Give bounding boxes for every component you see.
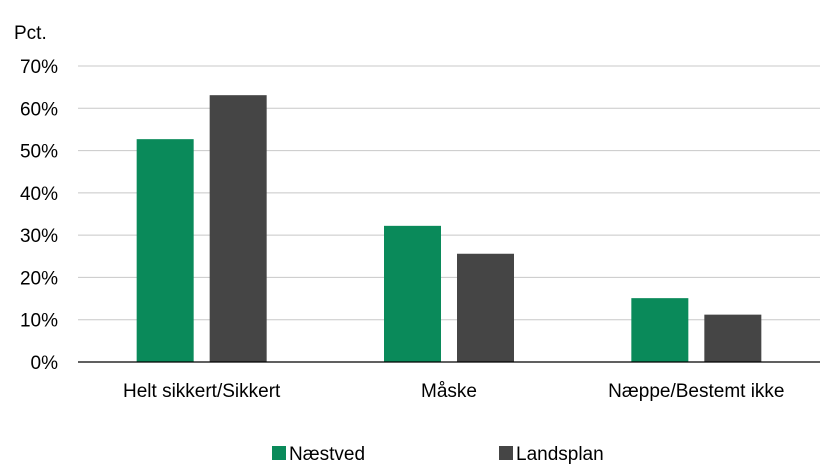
- y-tick-label: 40%: [20, 184, 58, 205]
- y-tick-label: 30%: [20, 226, 58, 247]
- y-tick-label: 50%: [20, 142, 58, 163]
- x-tick-label: Helt sikkert/Sikkert: [123, 381, 281, 402]
- y-tick-label: 10%: [20, 311, 58, 332]
- y-tick-label: 70%: [20, 57, 58, 78]
- bar-næstved-2: [631, 298, 689, 362]
- x-tick-labels: Helt sikkert/Sikkert Måske Næppe/Bestemt i…: [123, 381, 785, 402]
- y-axis-label: Pct.: [14, 23, 47, 44]
- x-tick-label: Næppe/Bestemt ikke: [608, 381, 784, 402]
- legend-label-næstved: Næstved: [289, 444, 365, 465]
- y-tick-label: 60%: [20, 99, 58, 120]
- legend: Næstved Landsplan: [272, 444, 604, 465]
- y-tick-label: 20%: [20, 268, 58, 289]
- bar-næstved-0: [136, 139, 194, 362]
- bar-næstved-1: [384, 225, 441, 362]
- legend-swatch-næstved: [272, 446, 286, 460]
- bar-landsplan-1: [457, 253, 514, 362]
- bar-landsplan-2: [704, 314, 762, 362]
- legend-swatch-landsplan: [499, 446, 513, 460]
- y-tick-labels: 0% 10% 20% 30% 40% 50% 60% 70%: [20, 57, 58, 374]
- bars: [136, 95, 762, 363]
- x-tick-label: Måske: [421, 381, 477, 402]
- gridlines: [78, 65, 820, 321]
- bar-landsplan-0: [209, 95, 267, 363]
- legend-label-landsplan: Landsplan: [516, 444, 604, 465]
- y-tick-label: 0%: [31, 353, 59, 374]
